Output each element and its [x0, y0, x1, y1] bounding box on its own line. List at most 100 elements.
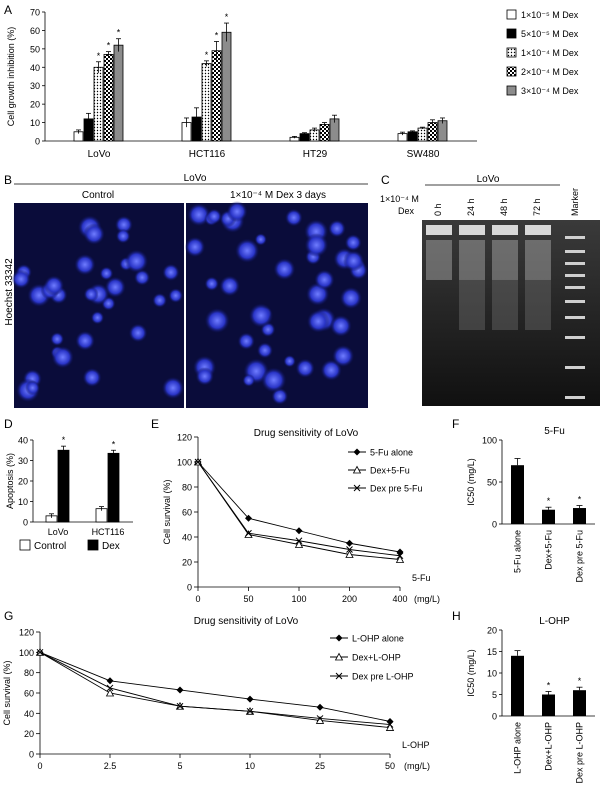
chart-title: 5-Fu	[544, 426, 565, 437]
cell-nucleus	[204, 276, 219, 291]
x-tick-label: 25	[315, 761, 325, 771]
cell-nucleus	[242, 373, 256, 387]
x-category-label: HCT116	[189, 149, 226, 160]
cell-nucleus	[90, 310, 105, 325]
panel-letter-f: F	[452, 417, 459, 431]
triangle-marker	[334, 652, 344, 661]
marker-band	[565, 396, 585, 399]
chart-title: Drug sensitivity of LoVo	[194, 616, 299, 627]
legend-label: Dex pre L-OHP	[352, 672, 414, 682]
diamond-marker	[346, 539, 353, 547]
triangle-marker	[345, 550, 354, 558]
panel-c-row-label-2: Dex	[398, 206, 415, 216]
cell-nucleus	[50, 332, 65, 346]
x-axis-label: 5-Fu	[412, 573, 431, 583]
diamond-marker	[245, 514, 252, 522]
gel-well-band	[492, 225, 518, 235]
significance-mark: *	[225, 12, 229, 22]
bar	[107, 452, 120, 523]
cell-nucleus	[306, 309, 330, 333]
x-marker	[176, 702, 184, 710]
x-tick-label: 0	[37, 761, 42, 771]
legend-swatch	[87, 539, 99, 551]
bar	[319, 124, 330, 142]
legend-label: L-OHP alone	[352, 634, 404, 644]
diamond-marker	[316, 703, 324, 711]
gel-smear-low	[492, 280, 518, 330]
cell-nucleus	[332, 344, 355, 368]
significance-mark: *	[205, 50, 209, 60]
significance-mark: *	[215, 30, 219, 40]
marker-band	[565, 262, 585, 265]
bar	[103, 53, 114, 142]
diamond-marker	[106, 677, 114, 685]
gel-smear	[459, 240, 485, 280]
triangle-marker	[385, 723, 395, 731]
cell-nucleus	[104, 276, 126, 298]
panel-letter-d: D	[4, 417, 13, 431]
bar	[201, 63, 212, 142]
y-tick-label: 20	[182, 558, 192, 568]
legend-label: Dex pre 5-Fu	[370, 484, 423, 494]
x-marker	[396, 552, 404, 560]
gel-lane-label: 48 h	[499, 198, 509, 216]
legend-label: Dex+5-Fu	[370, 466, 410, 476]
cell-nucleus	[295, 358, 315, 378]
y-tick-label: 0	[187, 583, 192, 593]
x-axis-unit: (mg/L)	[414, 594, 440, 604]
cell-nucleus	[283, 354, 296, 368]
legend-label: 1×10⁻⁵ M Dex	[521, 10, 579, 20]
cell-nucleus	[162, 263, 180, 282]
cell-nucleus	[234, 238, 260, 263]
legend-label: 5×10⁻⁵ M Dex	[521, 29, 579, 39]
legend-swatch	[506, 85, 517, 96]
y-tick-label: 100	[482, 436, 497, 446]
cell-nucleus	[134, 269, 151, 286]
cell-nucleus	[328, 219, 346, 238]
cell-nucleus	[124, 249, 149, 273]
y-tick-label: 30	[18, 456, 28, 466]
y-tick-label: 60	[182, 508, 192, 518]
diamond-marker	[176, 686, 184, 694]
bar	[93, 66, 104, 142]
gel-well-band	[459, 225, 485, 235]
x-tick-label: 0	[195, 594, 200, 604]
bar	[211, 50, 222, 142]
y-tick-label: 0	[492, 712, 497, 722]
cell-nucleus	[248, 303, 274, 328]
triangle-marker	[294, 540, 304, 548]
gel-smear-low	[525, 280, 551, 330]
cell-nucleus	[114, 215, 133, 234]
chart-title: L-OHP	[539, 616, 570, 627]
x-marker	[194, 458, 202, 466]
triangle-marker	[244, 530, 253, 538]
x-marker	[245, 529, 252, 537]
y-tick-label: 5	[492, 690, 497, 700]
y-tick-label: 0	[23, 518, 28, 528]
gel-smear	[492, 240, 518, 280]
x-category-label: Dex+5-Fu	[544, 530, 554, 570]
cell-nucleus	[237, 332, 255, 350]
gel-lane-label: 24 h	[466, 198, 476, 216]
cell-nucleus	[184, 236, 206, 258]
cell-nucleus	[82, 367, 102, 388]
x-marker	[335, 672, 343, 680]
cell-nucleus	[11, 269, 31, 289]
gel-smear-low	[459, 280, 485, 330]
significance-mark: *	[112, 439, 116, 449]
x-tick-label: 5	[177, 761, 182, 771]
panel-letter-h: H	[452, 609, 461, 623]
y-tick-label: 80	[182, 483, 192, 493]
y-tick-label: 10	[18, 497, 28, 507]
chart-a-growth-inhibition: 0 10 20 30 40 50 60 70 Cell growth inhibition (%…	[6, 8, 579, 161]
x-category-label: Dex pre 5-Fu	[575, 530, 585, 583]
legend-swatch	[506, 9, 517, 20]
y-tick-label: 100	[177, 458, 192, 468]
x-tick-label: 50	[385, 761, 395, 771]
gel-well-band	[426, 225, 452, 235]
gel-lane-labels: 0 h 24 h 48 h 72 h Marker	[433, 188, 580, 216]
bar	[542, 694, 555, 716]
significance-mark: *	[117, 28, 121, 38]
y-axis-label: IC50 (mg/L)	[466, 649, 476, 697]
